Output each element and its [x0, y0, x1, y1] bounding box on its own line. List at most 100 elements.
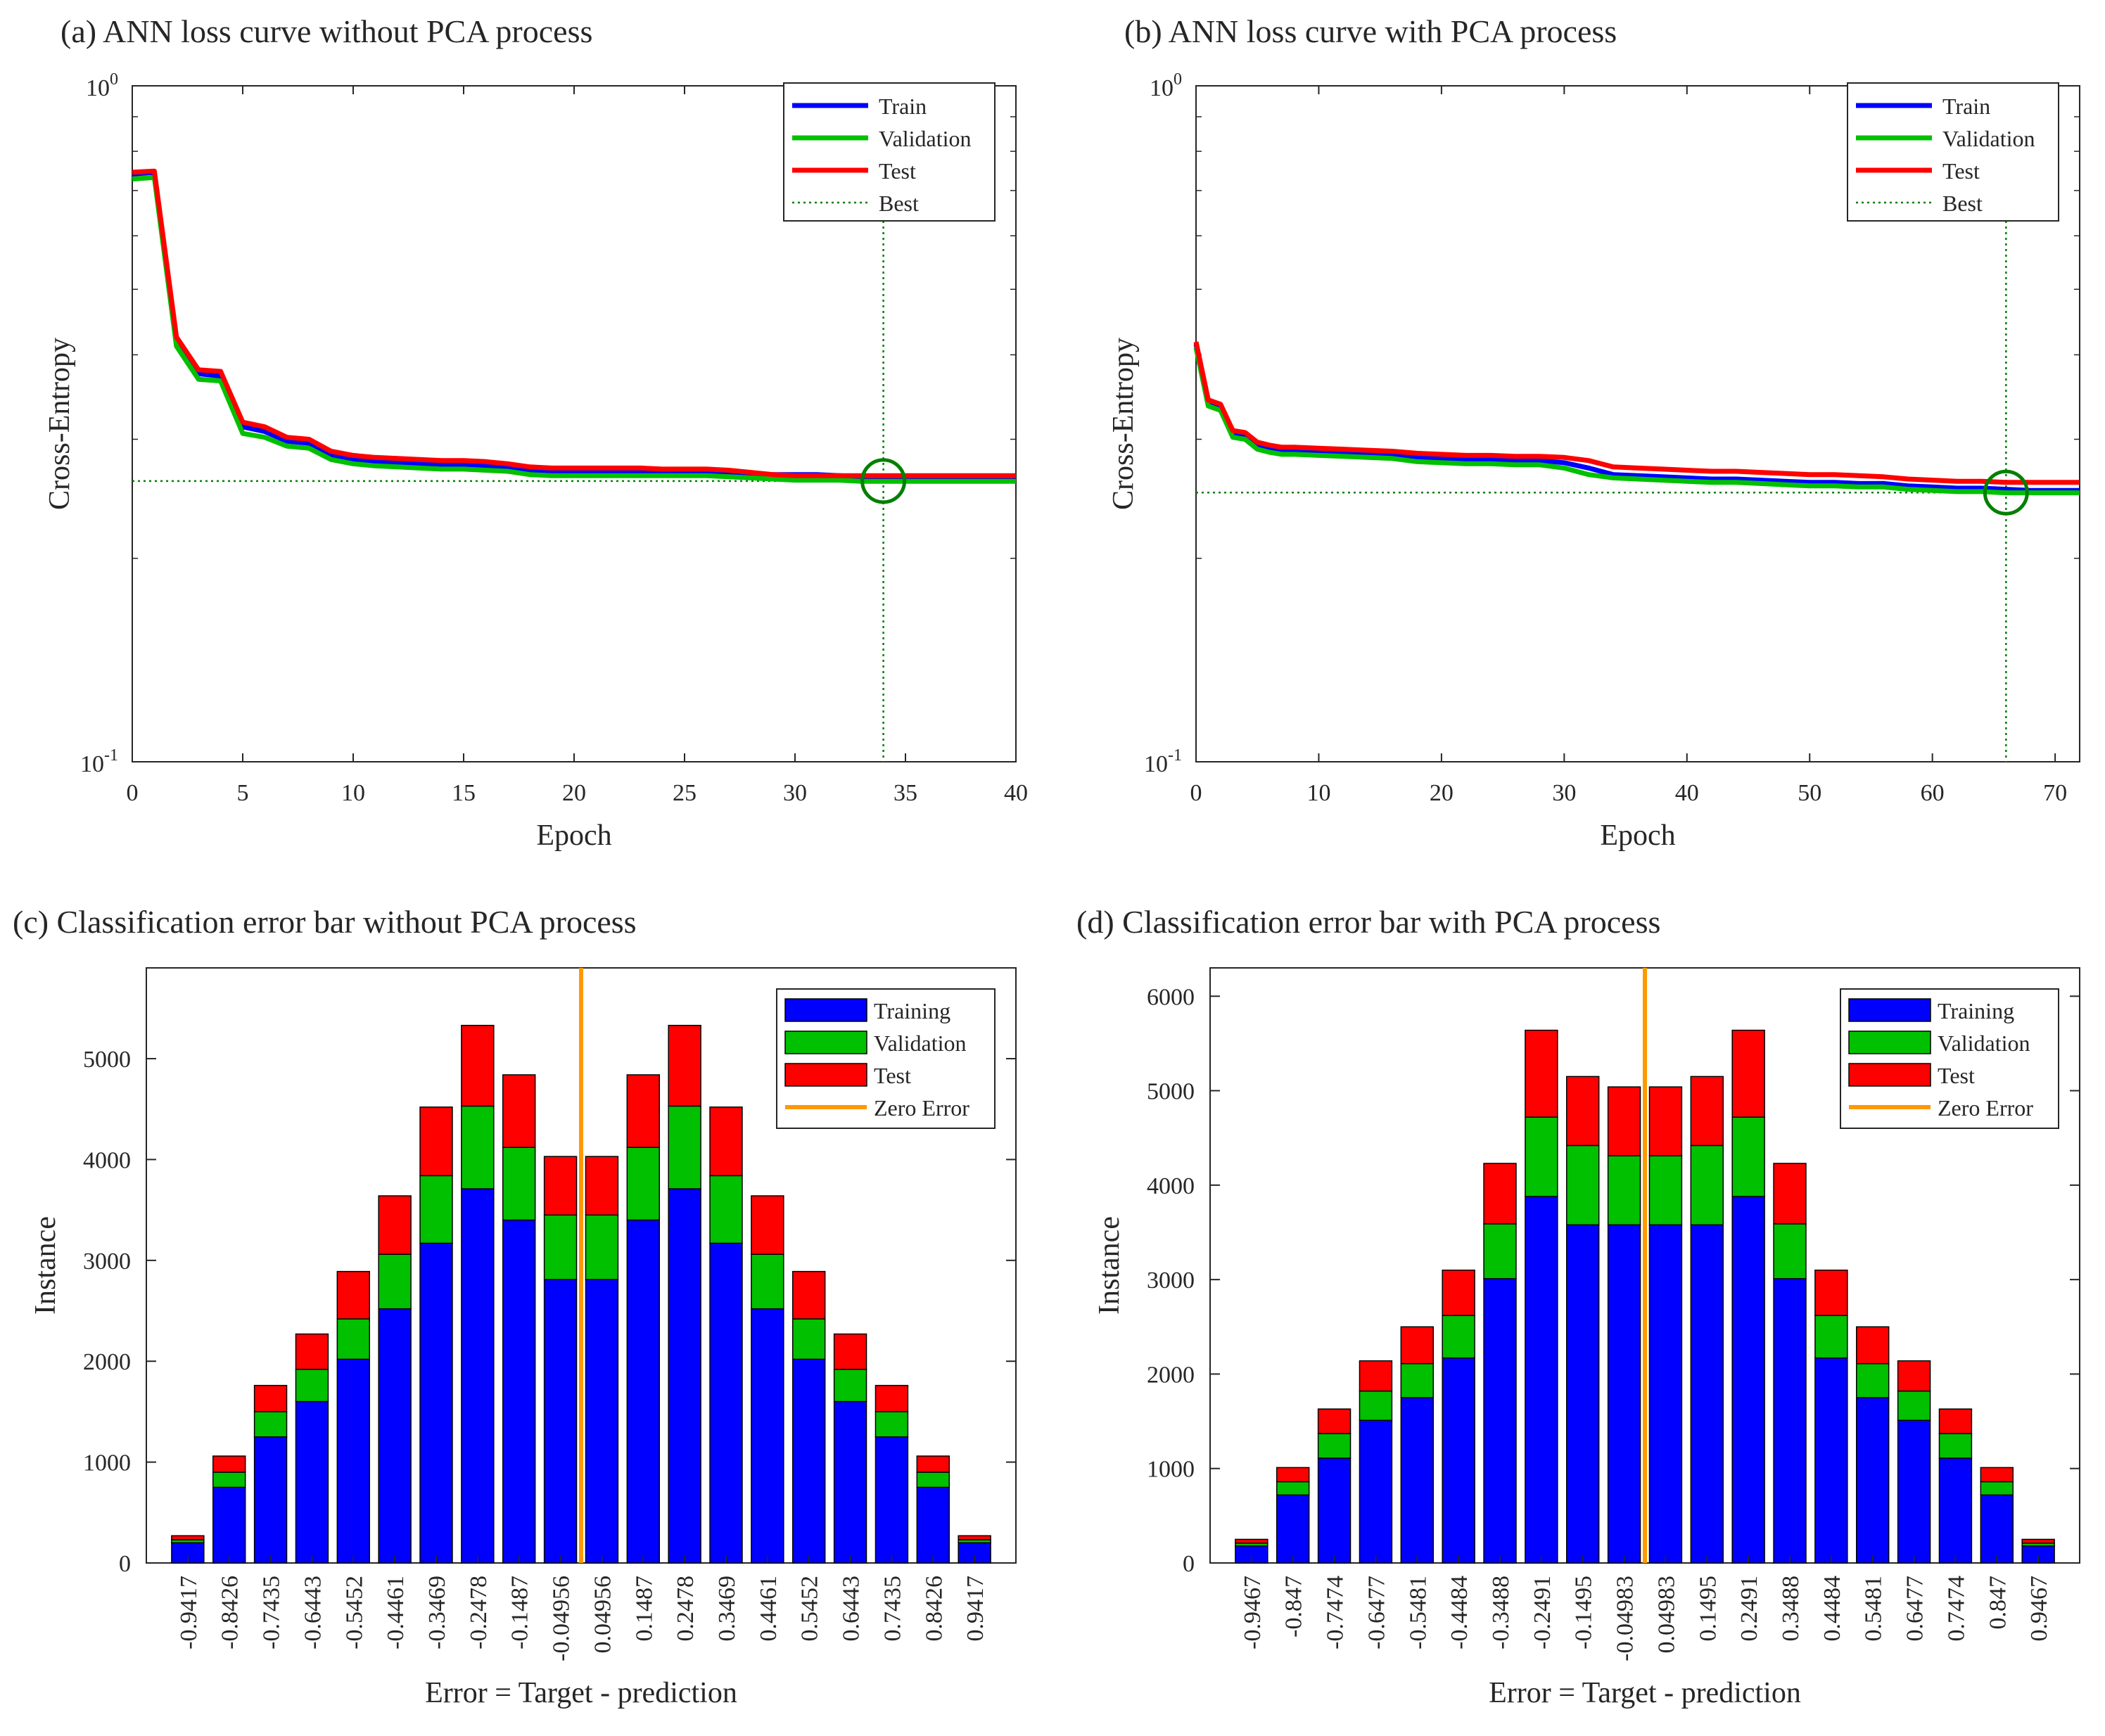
x-tick-label: -0.2478 [466, 1576, 492, 1649]
legend-label: Test [879, 158, 916, 184]
bar-training [1566, 1224, 1600, 1564]
x-tick-label: 0 [127, 780, 139, 806]
legend-label: Zero Error [874, 1095, 969, 1121]
bar-test [336, 1270, 370, 1320]
y-tick-base: 10 [1150, 75, 1174, 101]
bar-validation [543, 1214, 578, 1280]
x-tick-label: -0.9417 [176, 1576, 202, 1649]
y-axis-label: Instance [1093, 1216, 1126, 1315]
y-tick-label: 10-1 [1144, 746, 1182, 777]
x-tick-label: 10 [1306, 780, 1330, 806]
legend: Train Validation Test Best [1847, 82, 2059, 222]
bar-training [378, 1308, 412, 1564]
x-tick-label: 20 [1430, 780, 1454, 806]
legend-label: Best [879, 191, 919, 216]
y-tick-label: 100 [86, 70, 118, 101]
bar-training [253, 1436, 288, 1564]
legend-label: Validation [879, 126, 972, 151]
x-axis-label: Epoch [536, 819, 611, 852]
bar-validation [1483, 1223, 1517, 1279]
bar-training [212, 1486, 246, 1564]
x-tick-label: 0.9417 [962, 1576, 988, 1642]
bar-test [1814, 1269, 1848, 1316]
bar-test [709, 1106, 743, 1177]
x-tick-label: -0.1487 [507, 1576, 533, 1649]
bar-validation [1897, 1390, 1931, 1421]
legend-swatch-test [1848, 1063, 1931, 1087]
bar-training [419, 1242, 453, 1564]
y-tick-exponent: 0 [110, 70, 118, 89]
x-tick-label: 30 [1552, 780, 1576, 806]
legend-label: Validation [874, 1030, 967, 1056]
x-tick-label: 10 [341, 780, 365, 806]
x-tick-label: -0.5452 [341, 1576, 367, 1649]
bar-training [875, 1436, 909, 1564]
bar-test [1525, 1029, 1558, 1118]
x-tick-label: -0.04956 [549, 1576, 575, 1661]
legend-swatch-training [784, 998, 867, 1022]
x-tick-label: -0.8426 [217, 1576, 243, 1649]
x-tick-label: 40 [1004, 780, 1028, 806]
bar-training [668, 1188, 701, 1564]
y-tick-label: 5000 [1147, 1079, 1195, 1105]
x-tick-label: 0.8426 [921, 1576, 947, 1642]
bar-test [253, 1384, 288, 1412]
bar-test [1483, 1163, 1517, 1225]
bar-test [585, 1156, 619, 1216]
bar-validation [1359, 1390, 1393, 1421]
x-tick-label: 0.9467 [2026, 1576, 2052, 1642]
bar-validation [1276, 1481, 1310, 1496]
bar-test [1897, 1360, 1931, 1392]
x-tick-label: 0.847 [1985, 1576, 2011, 1630]
bar-test [1773, 1163, 1807, 1225]
x-tick-label: 0.4461 [756, 1576, 782, 1642]
bar-test [502, 1074, 536, 1148]
x-tick-label: -0.9467 [1240, 1576, 1266, 1649]
x-tick-label: 15 [452, 780, 476, 806]
chart-title: (b) ANN loss curve with PCA process [1124, 13, 1617, 49]
bar-validation [1731, 1116, 1765, 1197]
y-tick-exponent: -1 [104, 746, 118, 765]
bar-training [1607, 1224, 1641, 1564]
x-tick-label: -0.3488 [1488, 1576, 1514, 1649]
bar-training [1525, 1196, 1558, 1564]
y-tick-label: 100 [1150, 70, 1182, 101]
x-tick-label: -0.5481 [1405, 1576, 1431, 1649]
bar-training [1690, 1224, 1724, 1564]
x-tick-label: -0.6443 [300, 1576, 326, 1649]
x-tick-label: -0.2491 [1530, 1576, 1556, 1649]
bar-test [751, 1195, 784, 1255]
bar-training [1897, 1419, 1931, 1564]
bar-test [1607, 1086, 1641, 1156]
chart-a: (a) ANN loss curve without PCA process 0 5… [44, 13, 1028, 852]
x-tick-label: -0.4484 [1446, 1576, 1473, 1649]
y-tick-label: 4000 [83, 1147, 131, 1173]
y-tick-label: 2000 [83, 1349, 131, 1375]
legend-label: Test [1942, 158, 1980, 184]
legend-label: Validation [1938, 1030, 2030, 1056]
bar-test [1400, 1326, 1434, 1365]
y-tick-base: 10 [80, 751, 104, 777]
bar-test [1276, 1467, 1310, 1483]
bar-test [1359, 1360, 1393, 1392]
bar-training [1648, 1224, 1683, 1564]
bar-validation [1607, 1155, 1641, 1226]
bar-training [1235, 1545, 1268, 1564]
bar-training [336, 1358, 370, 1564]
x-tick-label: -0.1495 [1571, 1576, 1597, 1649]
x-tick-label: 30 [783, 780, 807, 806]
y-tick-exponent: -1 [1168, 746, 1182, 765]
y-axis-label: Cross-Entropy [44, 338, 76, 510]
bar-training [792, 1358, 826, 1564]
bar-validation [419, 1175, 453, 1244]
x-tick-label: 0.5481 [1861, 1576, 1887, 1642]
bar-test [1980, 1467, 2014, 1483]
legend: Training Validation Test Zero Error [776, 988, 996, 1129]
y-tick-label: 4000 [1147, 1173, 1195, 1199]
y-axis-label: Instance [30, 1216, 62, 1315]
bar-test [378, 1195, 412, 1255]
bar-test [1235, 1538, 1268, 1544]
bar-training [1856, 1397, 1890, 1564]
y-tick-label: 1000 [1147, 1457, 1195, 1483]
bar-training [543, 1279, 578, 1564]
